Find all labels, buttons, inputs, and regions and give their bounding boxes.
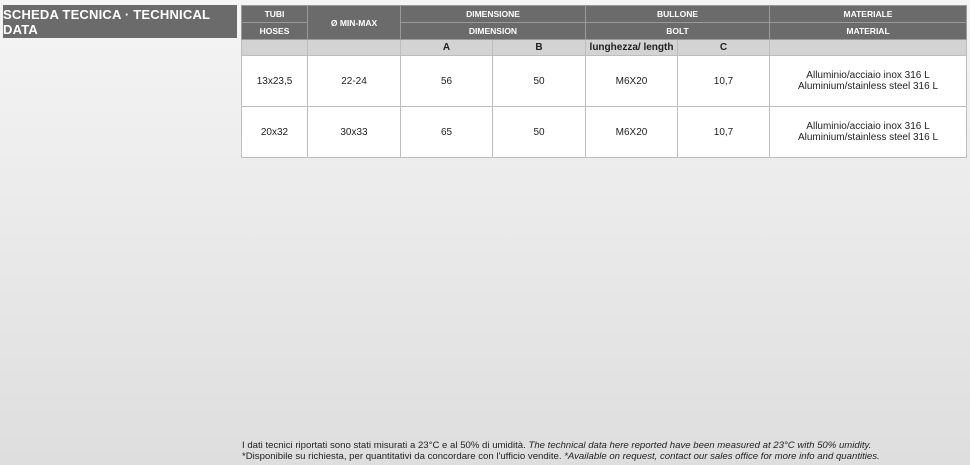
header-material: MATERIAL [769, 22, 967, 40]
header-bullone: BULLONE [585, 5, 770, 23]
table-row: 20x32 30x33 65 50 M6X20 10,7 Alluminio/a… [241, 106, 967, 158]
cell-b: 50 [492, 106, 586, 158]
header-tubi: TUBI [241, 5, 308, 23]
cell-c: 10,7 [677, 106, 770, 158]
subheader-empty [241, 39, 308, 56]
cell-material: Alluminio/acciaio inox 316 L Aluminium/st… [769, 106, 967, 158]
material-en: Aluminium/stainless steel 316 L [797, 132, 939, 143]
cell-material: Alluminio/acciaio inox 316 L Aluminium/st… [769, 55, 967, 107]
cell-diameter: 30x33 [307, 106, 401, 158]
cell-a: 65 [400, 106, 493, 158]
footnote-1-en: The technical data here reported have be… [528, 440, 872, 451]
subheader-a: A [400, 39, 493, 56]
subheader-b: B [492, 39, 586, 56]
footnote-1-it: I dati tecnici riportati sono stati misu… [242, 440, 526, 451]
footnote-2-en: *Available on request, contact our sales… [564, 451, 880, 462]
header-diameter: Ø MIN-MAX [307, 5, 401, 40]
material-it: Alluminio/acciaio inox 316 L [806, 121, 930, 132]
header-materiale: MATERIALE [769, 5, 967, 23]
cell-diameter: 22-24 [307, 55, 401, 107]
header-dimension: DIMENSION [400, 22, 586, 40]
footnote-2-it: *Disponibile su richiesta, per quantitat… [242, 451, 562, 462]
cell-b: 50 [492, 55, 586, 107]
header-hoses: HOSES [241, 22, 308, 40]
cell-length: M6X20 [585, 106, 678, 158]
subheader-empty [769, 39, 967, 56]
header-bolt: BOLT [585, 22, 770, 40]
subheader-empty [307, 39, 401, 56]
subheader-length: lunghezza/ length [585, 39, 678, 56]
footnote: I dati tecnici riportati sono stati misu… [242, 440, 880, 462]
cell-hose: 13x23,5 [241, 55, 308, 107]
cell-length: M6X20 [585, 55, 678, 107]
table-row: 13x23,5 22-24 56 50 M6X20 10,7 Alluminio… [241, 55, 967, 107]
subheader-c: C [677, 39, 770, 56]
header-dimensione: DIMENSIONE [400, 5, 586, 23]
material-en: Aluminium/stainless steel 316 L [797, 81, 939, 92]
cell-hose: 20x32 [241, 106, 308, 158]
cell-a: 56 [400, 55, 493, 107]
material-it: Alluminio/acciaio inox 316 L [806, 70, 930, 81]
technical-data-table: TUBI Ø MIN-MAX DIMENSIONE BULLONE MATERI… [241, 5, 967, 158]
cell-c: 10,7 [677, 55, 770, 107]
section-title: SCHEDA TECNICA · TECHNICAL DATA [3, 5, 237, 38]
